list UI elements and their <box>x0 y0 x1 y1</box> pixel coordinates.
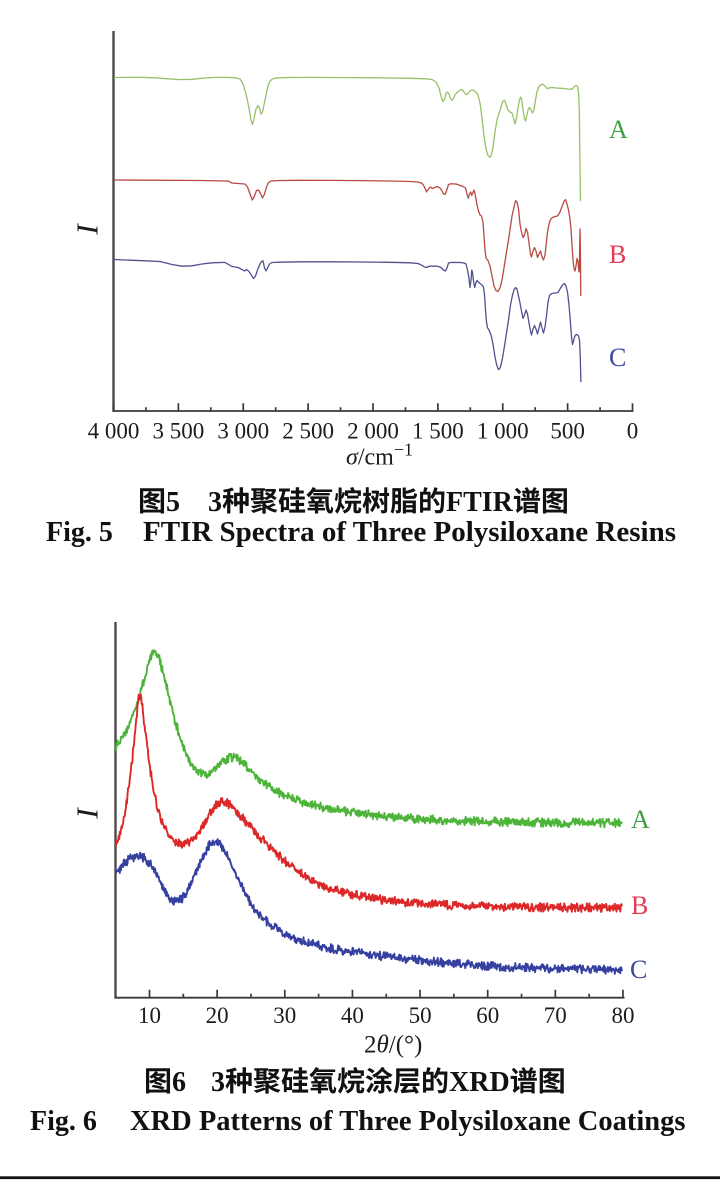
svg-text:20: 20 <box>206 1003 229 1028</box>
svg-text:0: 0 <box>627 419 639 444</box>
svg-text:I: I <box>70 807 105 820</box>
svg-text:2θ/(°): 2θ/(°) <box>364 1032 422 1059</box>
svg-text:1 000: 1 000 <box>477 419 529 444</box>
svg-text:40: 40 <box>341 1003 364 1028</box>
svg-text:XRD Patterns of Three Polysilo: XRD Patterns of Three Polysiloxane Coati… <box>130 1106 685 1137</box>
svg-text:A: A <box>631 805 650 834</box>
svg-text:I: I <box>70 223 105 236</box>
svg-text:10: 10 <box>138 1003 161 1028</box>
svg-text:60: 60 <box>476 1003 499 1028</box>
svg-text:1 500: 1 500 <box>412 419 464 444</box>
svg-text:6: 6 <box>172 1067 186 1098</box>
svg-text:C: C <box>630 955 647 984</box>
svg-text:80: 80 <box>612 1003 635 1028</box>
svg-text:3 000: 3 000 <box>217 419 269 444</box>
svg-text:B: B <box>609 240 626 269</box>
svg-text:30: 30 <box>273 1003 296 1028</box>
svg-text:FTIR: FTIR <box>446 487 514 518</box>
svg-text:B: B <box>631 891 648 920</box>
svg-text:Fig. 5: Fig. 5 <box>46 517 113 548</box>
svg-text:500: 500 <box>550 419 585 444</box>
svg-text:50: 50 <box>409 1003 432 1028</box>
svg-text:4 000: 4 000 <box>88 419 140 444</box>
svg-text:2 500: 2 500 <box>282 419 334 444</box>
svg-text:A: A <box>609 115 628 144</box>
svg-text:Fig. 6: Fig. 6 <box>30 1106 97 1137</box>
svg-text:FTIR Spectra of Three Polysilo: FTIR Spectra of Three Polysiloxane Resin… <box>143 516 676 548</box>
svg-text:3: 3 <box>208 487 222 518</box>
svg-text:C: C <box>609 343 626 372</box>
svg-text:5: 5 <box>166 487 180 518</box>
svg-text:2 000: 2 000 <box>347 419 399 444</box>
svg-text:3: 3 <box>211 1067 225 1098</box>
svg-text:70: 70 <box>544 1003 567 1028</box>
svg-text:XRD: XRD <box>449 1067 510 1098</box>
svg-text:3 500: 3 500 <box>153 419 205 444</box>
